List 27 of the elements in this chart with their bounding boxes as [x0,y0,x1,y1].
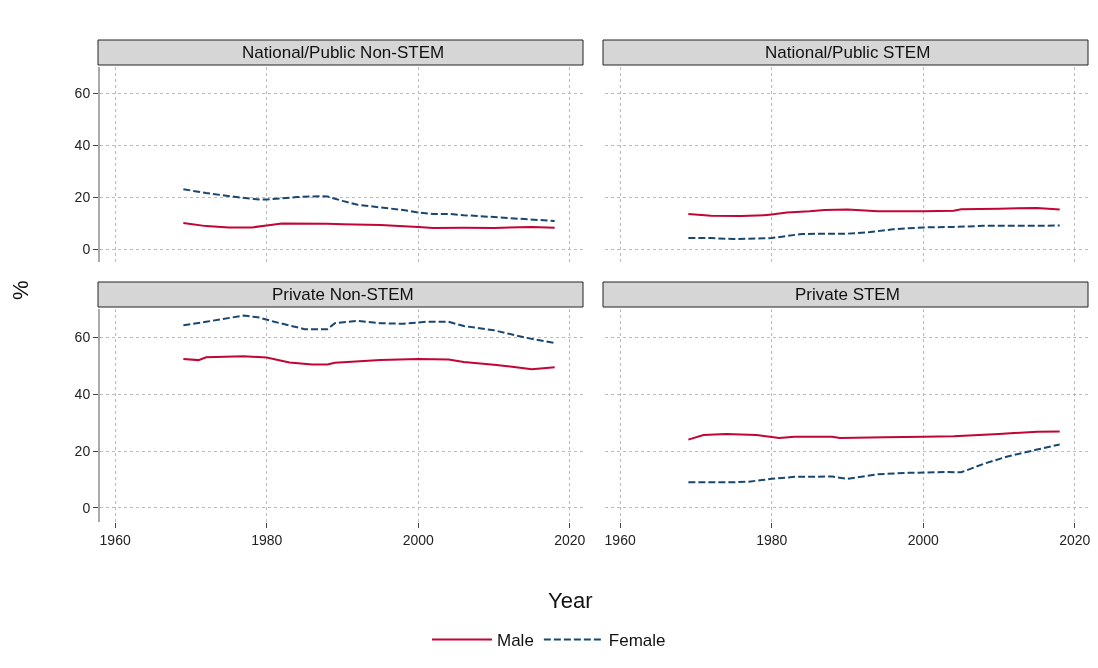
y-tick-label: 0 [82,240,91,257]
legend-label: Female [608,631,666,651]
chart-title: Private STEM [795,285,900,304]
y-tick-label: 20 [74,442,91,459]
chart-title: National/Public Non-STEM [242,43,445,62]
chart-title: Private Non-STEM [272,285,414,304]
line-series [182,314,556,345]
x-tick-label: 1960 [604,531,636,548]
y-axis-title: % [8,280,33,300]
x-tick-label: 2020 [554,531,586,548]
y-tick-label: 20 [74,188,91,205]
x-tick-label: 2000 [402,531,435,548]
legend-label: Male [497,631,534,651]
line-series [182,188,556,222]
y-tick-label: 0 [82,499,91,516]
x-tick-label: 1980 [756,531,788,548]
x-tick-label: 1960 [99,531,131,548]
chart-title: National/Public STEM [765,43,931,62]
x-tick-label: 1980 [251,531,283,548]
y-tick-label: 40 [74,136,91,153]
x-tick-label: 2020 [1059,531,1091,548]
y-tick-label: 60 [74,84,91,101]
x-axis-title: Year [548,588,593,613]
y-tick-label: 60 [74,329,91,346]
line-series [182,355,556,371]
x-tick-label: 2000 [907,531,940,548]
y-tick-label: 40 [74,386,91,403]
